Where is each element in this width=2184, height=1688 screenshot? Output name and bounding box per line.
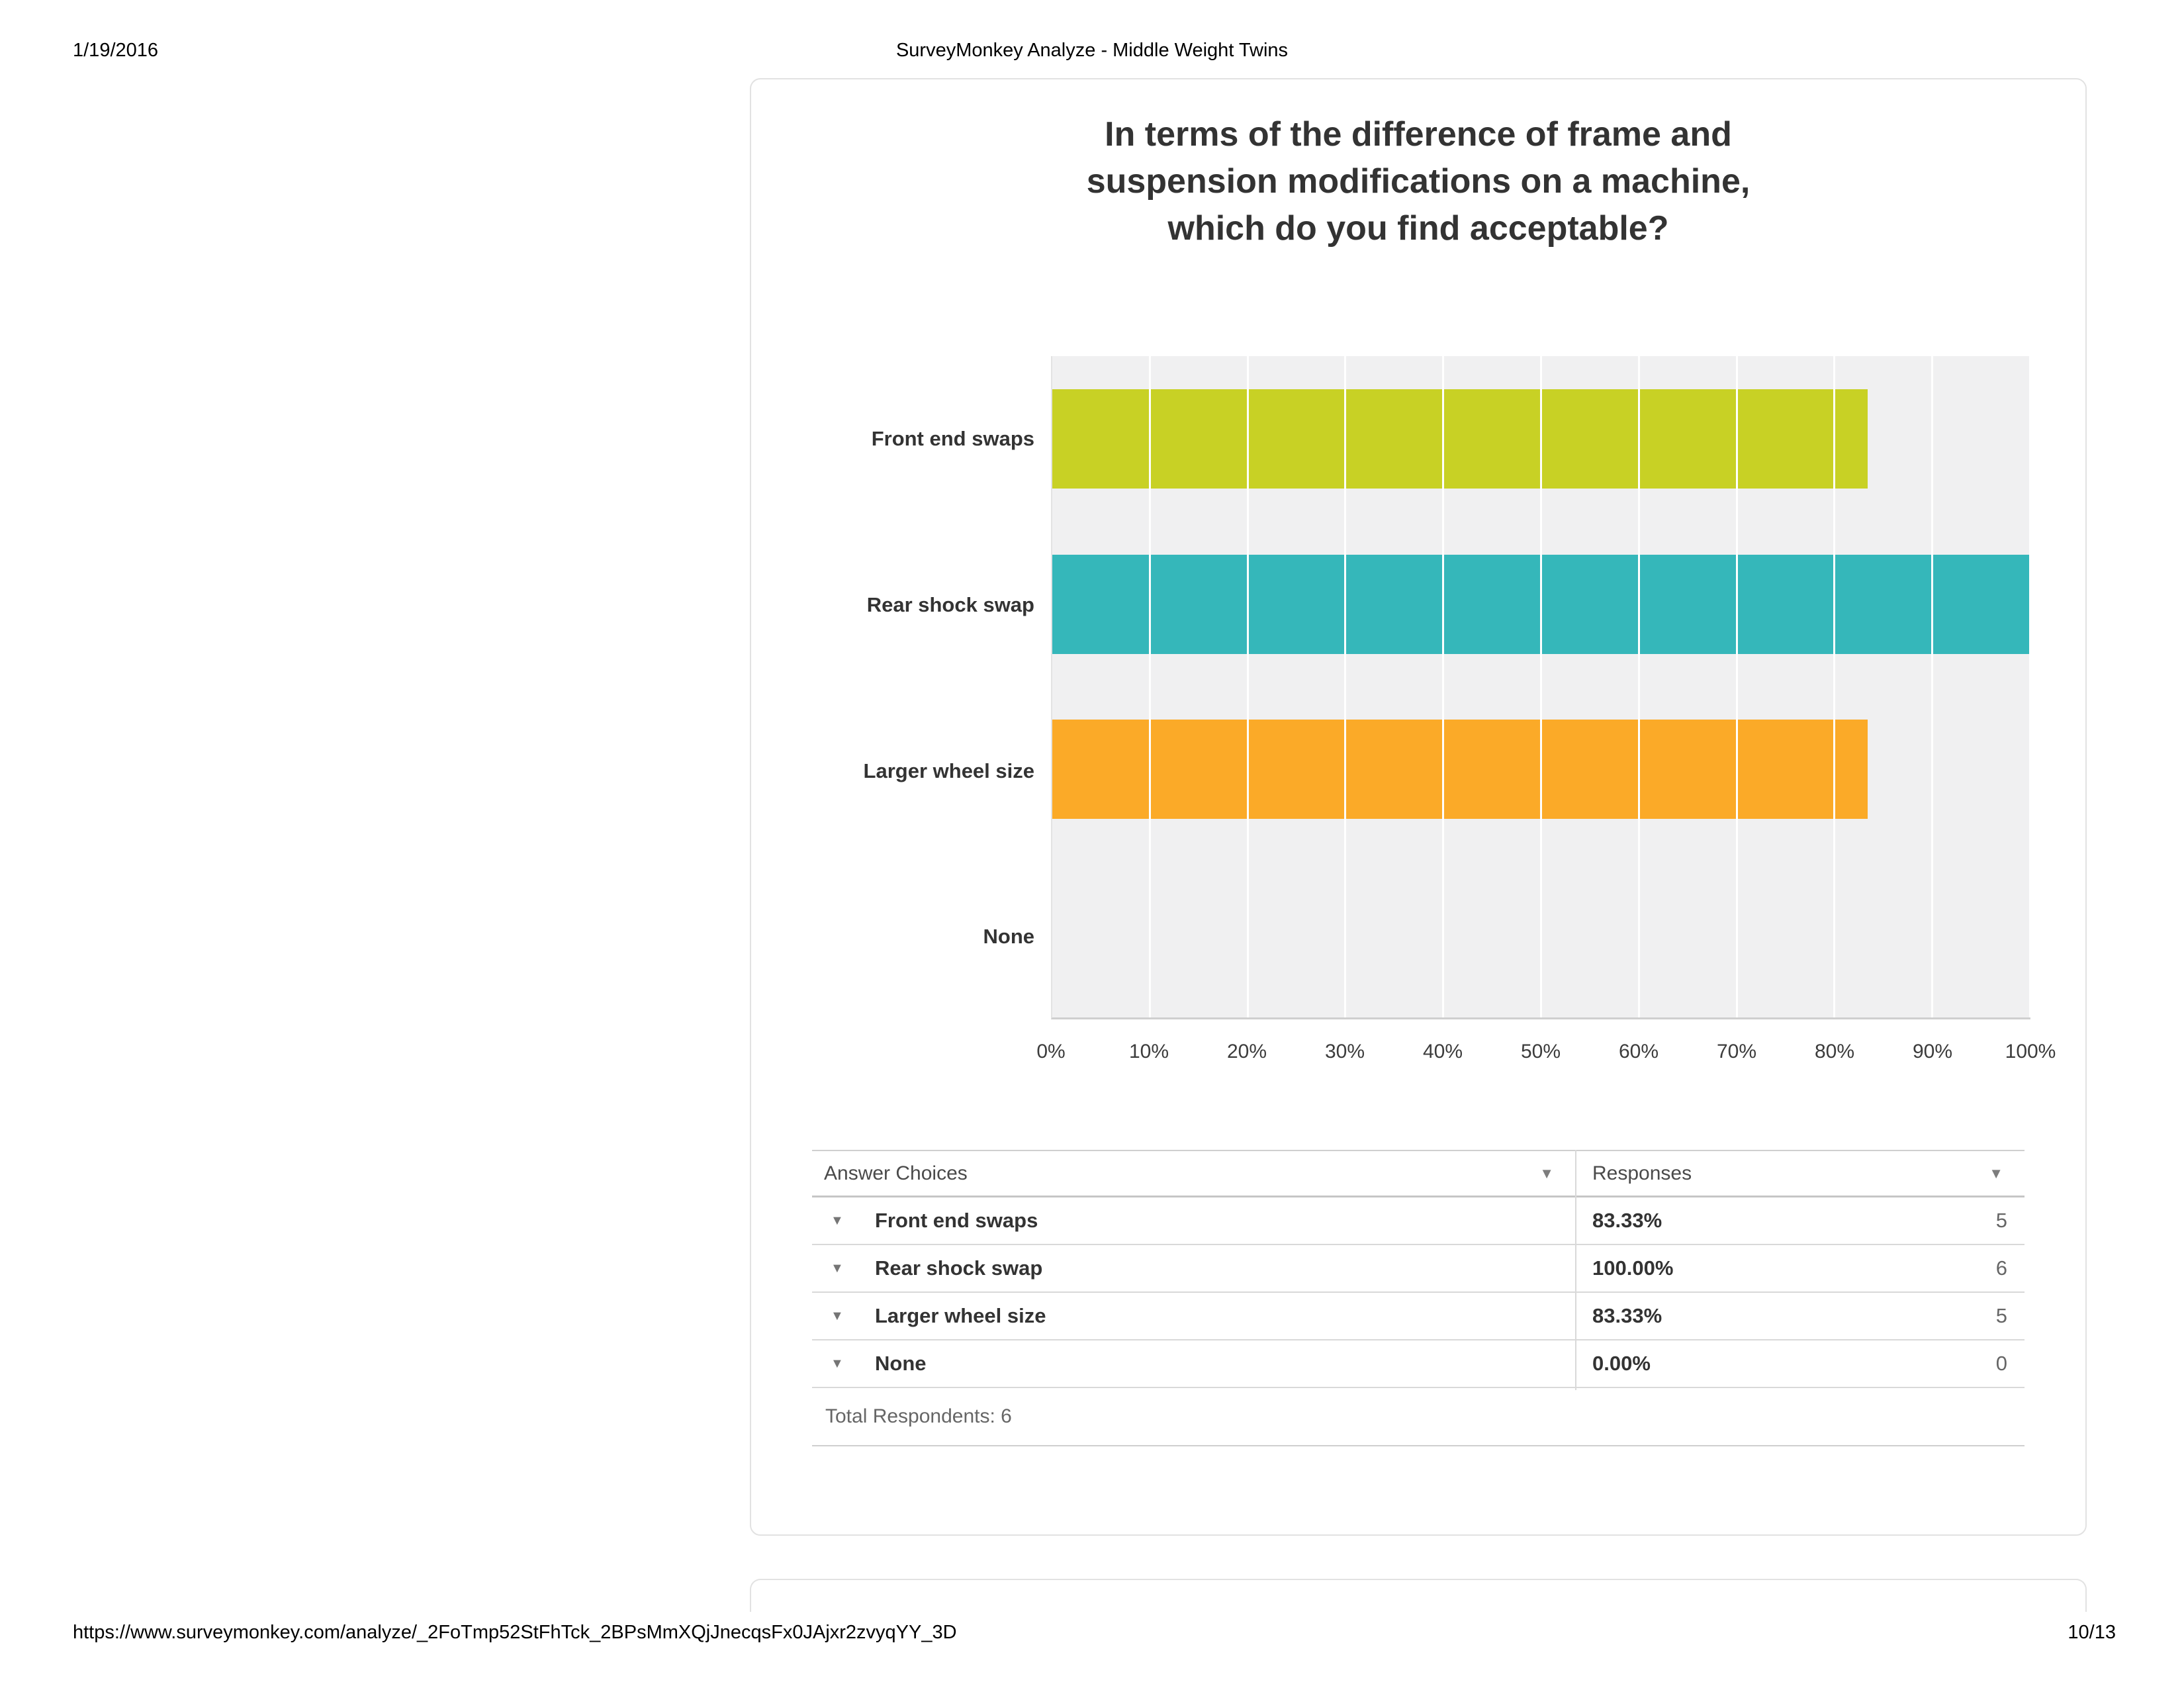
- question-title-line: In terms of the difference of frame and: [1105, 115, 1732, 154]
- x-axis: 0% 10% 20% 30% 40% 50% 60% 70% 80% 90% 1…: [1036, 1041, 2056, 1067]
- category-label-front-end-swaps: Front end swaps: [871, 427, 1034, 450]
- x-tick-90: 90%: [1912, 1041, 1953, 1062]
- x-tick-10: 10%: [1128, 1041, 1169, 1062]
- question-card: In terms of the difference of frame and …: [750, 78, 2087, 1536]
- x-tick-30: 30%: [1324, 1041, 1365, 1062]
- table-header-row: Answer Choices ▼ Responses ▼: [812, 1150, 2025, 1197]
- next-question-card-partial: [750, 1579, 2087, 1612]
- x-tick-100: 100%: [2005, 1041, 2056, 1062]
- bar-larger-wheel-size: [1052, 720, 1868, 820]
- row-count: 5: [1995, 1209, 2007, 1232]
- row-count: 5: [1995, 1304, 2007, 1327]
- row-label: Larger wheel size: [875, 1304, 1046, 1327]
- x-tick-20: 20%: [1226, 1041, 1267, 1062]
- row-percentage: 100.00%: [1592, 1256, 1674, 1280]
- gridline: [1637, 356, 1640, 1017]
- gridline: [1246, 356, 1249, 1017]
- x-tick-0: 0%: [1036, 1041, 1066, 1062]
- sort-icon[interactable]: ▼: [1989, 1164, 2003, 1182]
- table-row: ▼ Front end swaps 83.33% 5: [812, 1197, 2025, 1245]
- question-title-line: suspension modifications on a machine,: [1086, 162, 1751, 201]
- results-table: Answer Choices ▼ Responses ▼ ▼ Front end…: [812, 1150, 2025, 1446]
- category-label-rear-shock-swap: Rear shock swap: [866, 593, 1034, 616]
- gridline: [1148, 356, 1151, 1017]
- row-percentage: 0.00%: [1592, 1352, 1651, 1375]
- row-percentage: 83.33%: [1592, 1304, 1662, 1327]
- table-row: ▼ Rear shock swap 100.00% 6: [812, 1245, 2025, 1293]
- answer-choices-header-label: Answer Choices: [824, 1162, 968, 1184]
- print-date: 1/19/2016: [73, 40, 159, 61]
- x-tick-80: 80%: [1814, 1041, 1855, 1062]
- gridline: [1540, 356, 1542, 1017]
- answer-choices-header[interactable]: Answer Choices ▼: [812, 1162, 1575, 1185]
- gridline: [1931, 356, 1934, 1017]
- x-tick-60: 60%: [1618, 1041, 1659, 1062]
- question-title-line: which do you find acceptable?: [1167, 209, 1669, 248]
- sort-icon[interactable]: ▼: [1539, 1164, 1554, 1182]
- row-label: Front end swaps: [875, 1209, 1038, 1232]
- bar-front-end-swaps: [1052, 389, 1868, 489]
- expand-row-icon[interactable]: ▼: [831, 1260, 844, 1276]
- gridline: [1442, 356, 1445, 1017]
- row-label: Rear shock swap: [875, 1256, 1043, 1280]
- table-row: ▼ None 0.00% 0: [812, 1340, 2025, 1388]
- bar-slot: [1052, 356, 2030, 522]
- row-count: 0: [1995, 1352, 2007, 1375]
- bar-slot: [1052, 687, 2030, 853]
- expand-row-icon[interactable]: ▼: [831, 1308, 844, 1323]
- document-title: SurveyMonkey Analyze - Middle Weight Twi…: [895, 40, 1289, 61]
- expand-row-icon[interactable]: ▼: [831, 1356, 844, 1371]
- source-url: https://www.surveymonkey.com/analyze/_2F…: [73, 1622, 957, 1643]
- row-count: 6: [1995, 1256, 2007, 1280]
- gridline: [1735, 356, 1738, 1017]
- gridline: [2029, 356, 2031, 1017]
- x-tick-70: 70%: [1716, 1041, 1757, 1062]
- gridline: [1344, 356, 1347, 1017]
- row-label: None: [875, 1352, 927, 1375]
- x-tick-50: 50%: [1520, 1041, 1561, 1062]
- total-respondents-row: Total Respondents: 6: [812, 1388, 2025, 1446]
- responses-header-label: Responses: [1592, 1162, 1692, 1184]
- total-respondents-label: Total Respondents: 6: [825, 1405, 1012, 1427]
- page-number: 10/13: [2068, 1622, 2116, 1643]
- table-row: ▼ Larger wheel size 83.33% 5: [812, 1293, 2025, 1340]
- row-percentage: 83.33%: [1592, 1209, 1662, 1232]
- column-divider: [1575, 1150, 1576, 1390]
- category-label-larger-wheel-size: Larger wheel size: [863, 759, 1034, 782]
- expand-row-icon[interactable]: ▼: [831, 1213, 844, 1228]
- question-title: In terms of the difference of frame and …: [751, 111, 2085, 252]
- gridline: [1833, 356, 1836, 1017]
- category-label-none: None: [983, 925, 1035, 948]
- responses-header[interactable]: Responses ▼: [1575, 1162, 2025, 1185]
- plot-area: [1051, 356, 2031, 1019]
- x-tick-40: 40%: [1422, 1041, 1463, 1062]
